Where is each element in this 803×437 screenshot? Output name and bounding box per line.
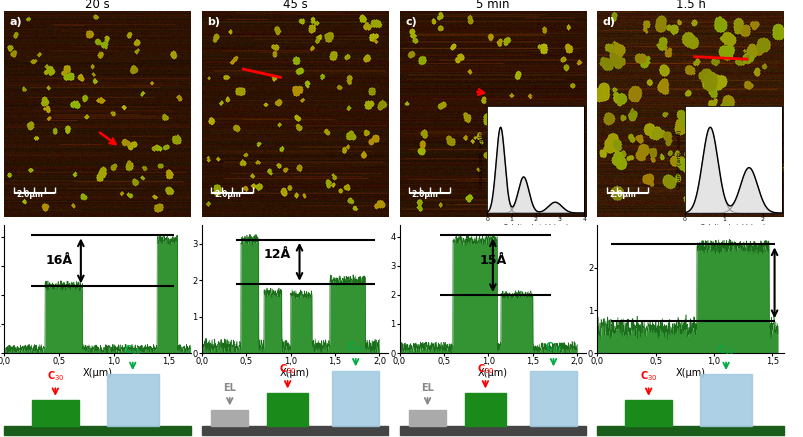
Title: 20 s: 20 s [85,0,109,11]
Bar [597,426,783,435]
Bar [4,426,190,435]
Text: EL: EL [223,383,236,393]
X-axis label: X(μm): X(μm) [675,368,705,378]
Text: 2.0μm: 2.0μm [16,190,43,198]
Text: C$_{18}$: C$_{18}$ [544,340,561,354]
Bar [699,375,752,426]
Text: C$_{18}$: C$_{18}$ [716,343,734,357]
X-axis label: X(μm): X(μm) [477,368,507,378]
Bar [399,426,585,435]
Text: 16Å: 16Å [45,253,72,267]
Bar [529,371,576,426]
Text: 15Å: 15Å [479,253,506,267]
Bar [32,400,79,426]
Bar [267,393,308,426]
Text: a): a) [10,17,22,27]
Text: c): c) [405,17,417,27]
X-axis label: X(μm): X(μm) [82,368,112,378]
Bar [211,410,248,426]
Text: d): d) [602,17,615,27]
Bar [464,393,505,426]
Text: EL: EL [421,383,434,393]
Text: b): b) [207,17,220,27]
Bar [202,426,388,435]
Text: C$_{30}$: C$_{30}$ [279,362,296,376]
Title: 45 s: 45 s [283,0,307,11]
Text: C$_{18}$: C$_{18}$ [124,343,141,357]
Text: 12Å: 12Å [263,248,291,261]
Bar [409,410,446,426]
Bar [332,371,378,426]
Bar [625,400,671,426]
Title: 5 min: 5 min [475,0,509,11]
Text: C$_{30}$: C$_{30}$ [47,369,64,383]
Text: 2.0μm: 2.0μm [411,190,438,198]
Text: C$_{18}$: C$_{18}$ [347,340,364,354]
Text: C$_{30}$: C$_{30}$ [476,362,494,376]
Bar [107,375,159,426]
Title: 1.5 h: 1.5 h [675,0,705,11]
Text: C$_{30}$: C$_{30}$ [639,369,657,383]
Text: 2.0μm: 2.0μm [609,190,635,198]
Text: 2.0μm: 2.0μm [214,190,240,198]
X-axis label: X(μm): X(μm) [279,368,310,378]
